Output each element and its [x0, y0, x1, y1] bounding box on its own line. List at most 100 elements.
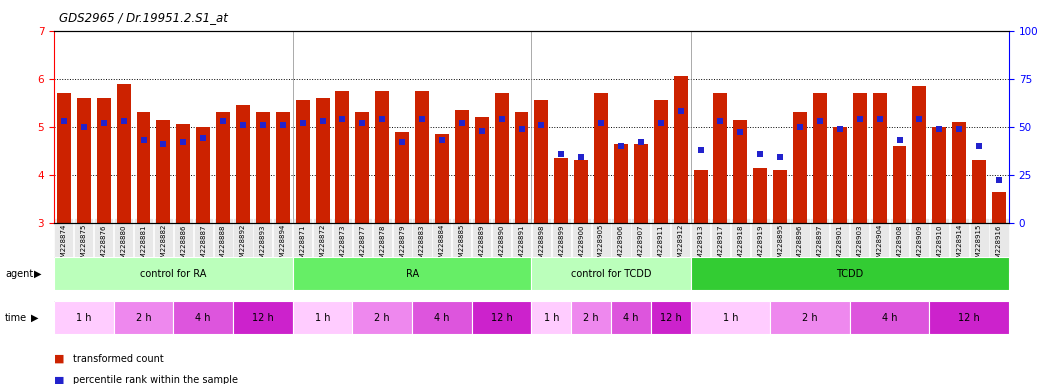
Bar	[276, 113, 290, 223]
Text: ■: ■	[54, 354, 64, 364]
Point	[632, 139, 649, 145]
Bar	[713, 93, 728, 223]
Point	[772, 154, 789, 161]
Bar	[54, 257, 293, 290]
Bar	[515, 113, 528, 223]
Text: transformed count: transformed count	[73, 354, 163, 364]
Bar	[395, 131, 409, 223]
Point	[235, 122, 251, 128]
Text: GDS2965 / Dr.19951.2.S1_at: GDS2965 / Dr.19951.2.S1_at	[59, 12, 228, 25]
Bar	[614, 144, 628, 223]
Bar	[256, 113, 270, 223]
Point	[434, 137, 450, 143]
Point	[274, 122, 291, 128]
Bar	[116, 84, 131, 223]
Point	[513, 126, 529, 132]
Text: 2 h: 2 h	[375, 313, 390, 323]
Bar	[651, 301, 690, 334]
Text: 4 h: 4 h	[434, 313, 449, 323]
Point	[553, 151, 570, 157]
Bar	[376, 91, 389, 223]
Bar	[233, 301, 293, 334]
Text: RA: RA	[406, 268, 418, 279]
Bar	[634, 144, 648, 223]
Bar	[157, 119, 170, 223]
Text: control for TCDD: control for TCDD	[571, 268, 651, 279]
Point	[135, 137, 152, 143]
Bar	[474, 117, 489, 223]
Bar	[832, 127, 847, 223]
Point	[951, 126, 967, 132]
Bar	[654, 100, 667, 223]
Point	[971, 143, 987, 149]
Bar	[293, 257, 531, 290]
Point	[812, 118, 828, 124]
Point	[115, 118, 132, 124]
Bar	[554, 158, 568, 223]
Text: ▶: ▶	[34, 268, 42, 279]
Point	[195, 135, 212, 141]
Text: 2 h: 2 h	[583, 313, 599, 323]
Text: 1 h: 1 h	[315, 313, 330, 323]
Point	[254, 122, 271, 128]
Point	[414, 116, 431, 122]
Point	[334, 116, 351, 122]
Bar	[893, 146, 906, 223]
Point	[851, 116, 868, 122]
Bar	[316, 98, 329, 223]
Text: percentile rank within the sample: percentile rank within the sample	[73, 375, 238, 384]
Bar	[531, 257, 690, 290]
Text: 2 h: 2 h	[802, 313, 818, 323]
Text: 1 h: 1 h	[76, 313, 91, 323]
Point	[612, 143, 629, 149]
Point	[871, 116, 887, 122]
Point	[752, 151, 768, 157]
Bar	[850, 301, 929, 334]
Bar	[236, 105, 250, 223]
Point	[892, 137, 908, 143]
Bar	[531, 301, 571, 334]
Point	[911, 116, 928, 122]
Text: ▶: ▶	[31, 313, 38, 323]
Bar	[932, 127, 947, 223]
Bar	[173, 301, 233, 334]
Bar	[793, 113, 807, 223]
Bar	[137, 113, 151, 223]
Text: 2 h: 2 h	[136, 313, 152, 323]
Point	[295, 120, 311, 126]
Point	[792, 124, 809, 130]
Bar	[495, 93, 509, 223]
Bar	[77, 98, 90, 223]
Bar	[415, 91, 429, 223]
Point	[454, 120, 470, 126]
Point	[692, 147, 709, 153]
Point	[393, 139, 410, 145]
Bar	[754, 167, 767, 223]
Point	[354, 120, 371, 126]
Bar	[734, 119, 747, 223]
Point	[95, 120, 112, 126]
Bar	[355, 113, 370, 223]
Bar	[674, 76, 687, 223]
Text: 12 h: 12 h	[491, 313, 513, 323]
Point	[573, 154, 590, 161]
Point	[315, 118, 331, 124]
Bar	[973, 161, 986, 223]
Bar	[412, 301, 471, 334]
Bar	[176, 124, 190, 223]
Bar	[690, 257, 1009, 290]
Bar	[952, 122, 966, 223]
Point	[732, 129, 748, 136]
Bar	[335, 91, 350, 223]
Bar	[97, 98, 111, 223]
Point	[534, 122, 550, 128]
Bar	[455, 110, 469, 223]
Point	[931, 126, 948, 132]
Point	[990, 177, 1007, 184]
Bar	[113, 301, 173, 334]
Text: 1 h: 1 h	[722, 313, 738, 323]
Point	[653, 120, 670, 126]
Point	[712, 118, 729, 124]
Bar	[992, 192, 1006, 223]
Bar	[54, 301, 113, 334]
